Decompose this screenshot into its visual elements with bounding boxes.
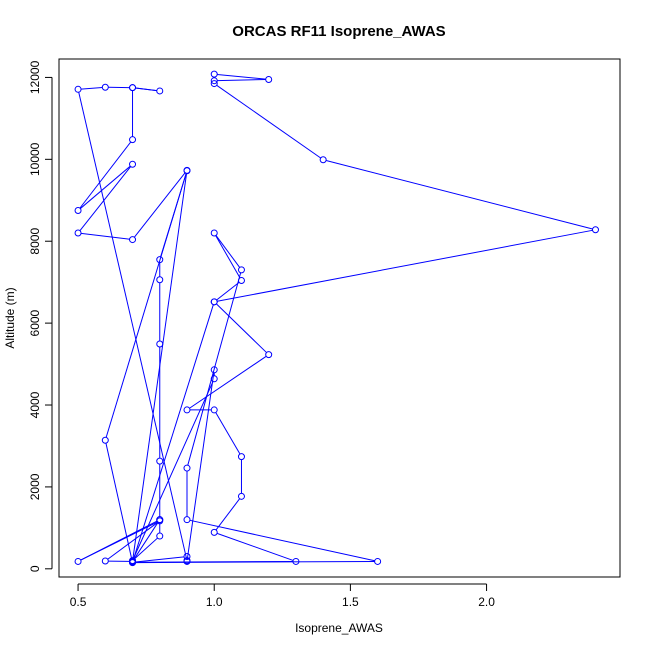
data-point: [237, 266, 245, 274]
series-line-segment: [132, 304, 214, 560]
data-point: [183, 406, 191, 414]
data-point: [74, 207, 82, 215]
y-tick-label: 4000: [28, 391, 42, 418]
y-tick-label: 10000: [28, 142, 42, 176]
series-line-segment: [215, 412, 241, 455]
data-point: [183, 553, 191, 561]
data-point: [156, 87, 164, 95]
series-line-segment: [189, 355, 267, 409]
x-axis-label: Isoprene_AWAS: [295, 621, 383, 635]
series-line-segment: [216, 84, 321, 159]
series-line-segment: [135, 560, 293, 563]
series-line-segment: [107, 522, 158, 560]
series-line-segment: [216, 532, 294, 561]
series-line-segment: [80, 520, 158, 561]
data-point: [210, 80, 218, 88]
data-point: [156, 532, 164, 540]
data-point: [129, 84, 137, 92]
data-point: [210, 298, 218, 306]
data-point: [74, 557, 82, 565]
series-line-segment: [325, 159, 593, 230]
y-tick-label: 12000: [28, 60, 42, 94]
y-tick-label: 8000: [28, 228, 42, 255]
data-point: [374, 557, 382, 565]
series-line-segment: [135, 87, 157, 92]
data-point: [292, 557, 300, 565]
data-point: [183, 557, 191, 565]
data-point: [129, 160, 137, 168]
data-point: [210, 70, 218, 78]
series-line-segment: [215, 235, 241, 268]
y-tick-label: 6000: [28, 309, 42, 336]
series-line-segment: [80, 165, 131, 209]
series-line-segment: [80, 232, 130, 240]
data-point: [156, 256, 164, 264]
series-line-segment: [187, 272, 242, 466]
data-point: [101, 436, 109, 444]
data-point: [183, 516, 191, 524]
series-line-segment: [160, 173, 187, 257]
data-point: [210, 366, 218, 374]
data-point: [156, 457, 164, 465]
series-line-segment: [216, 281, 240, 301]
data-point: [210, 528, 218, 536]
series-line-segment: [134, 537, 158, 559]
data-point: [74, 229, 82, 237]
series-line-segment: [78, 92, 187, 558]
series-line-segment: [79, 166, 132, 231]
data-point: [156, 340, 164, 348]
data-point: [210, 229, 218, 237]
data-point: [183, 464, 191, 472]
series-line-segment: [216, 303, 267, 353]
data-point: [319, 156, 327, 164]
series-line-segment: [186, 372, 215, 559]
data-point: [210, 406, 218, 414]
x-tick-label: 2.0: [478, 595, 495, 609]
series-line-segment: [133, 381, 214, 559]
data-point: [237, 277, 245, 285]
data-point: [237, 492, 245, 500]
data-point: [129, 136, 137, 144]
data-point: [591, 226, 599, 234]
data-point: [129, 236, 137, 244]
series-line-segment: [132, 173, 188, 559]
series-line-segment: [105, 443, 133, 560]
y-tick-label: 2000: [28, 473, 42, 500]
data-point: [183, 166, 191, 174]
chart-title: ORCAS RF11 Isoprene_AWAS: [232, 23, 445, 40]
series-line-segment: [81, 86, 103, 90]
data-point: [265, 351, 273, 359]
data-point: [237, 453, 245, 461]
series-line-segment: [215, 235, 241, 279]
series-line-segment: [133, 172, 186, 238]
series-line-segment: [217, 229, 593, 302]
data-point: [101, 557, 109, 565]
plot-area: [74, 70, 599, 567]
series-line-segment: [79, 141, 132, 209]
series-line-segment: [135, 556, 185, 563]
x-tick-label: 1.5: [342, 595, 359, 609]
series-line-segment: [133, 521, 159, 560]
x-tick-label: 0.5: [70, 595, 87, 609]
data-point: [156, 276, 164, 284]
data-point: [129, 557, 137, 565]
x-axis: 0.5 1.0 1.5 2.0: [70, 583, 495, 609]
series-line-segment: [217, 73, 266, 80]
data-point: [210, 375, 218, 383]
series-line-segment: [189, 519, 375, 562]
series-line-segment: [215, 498, 241, 531]
y-axis: 0 2000 4000 6000 8000 10000 12000: [28, 60, 53, 572]
data-point: [101, 83, 109, 91]
data-point: [210, 77, 218, 85]
data-point: [265, 75, 273, 83]
plot-frame: [58, 58, 621, 578]
data-point: [156, 516, 164, 524]
data-point: [74, 85, 82, 93]
x-tick-label: 1.0: [206, 595, 223, 609]
y-axis-label: Altitude (m): [3, 287, 17, 348]
y-tick-label: 0: [28, 565, 42, 572]
series-line-segment: [217, 79, 266, 82]
